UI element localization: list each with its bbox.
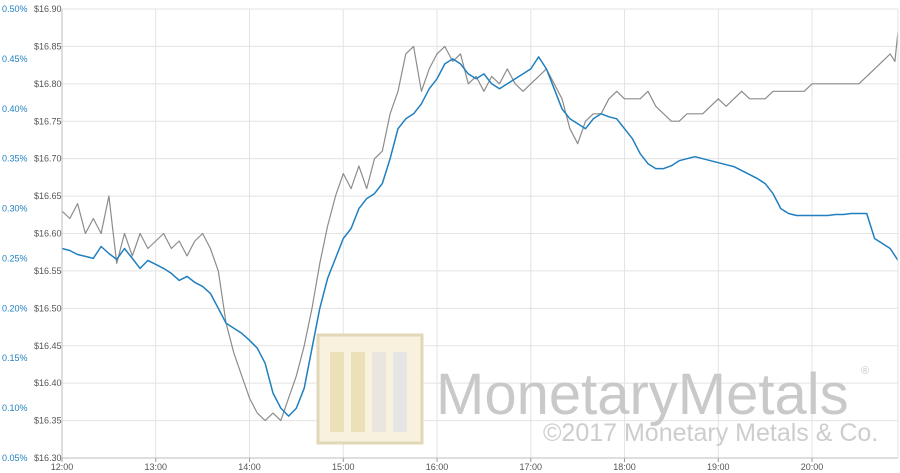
- x-tick-label: 16:00: [426, 462, 449, 472]
- y-tick-label-percent: 0.15%: [2, 353, 28, 363]
- y-tick-label-price: $16.90: [34, 4, 62, 14]
- y-tick-label-price: $16.50: [34, 303, 62, 313]
- watermark-copyright: ©2017 Monetary Metals & Co.: [543, 419, 878, 447]
- x-tick-label: 18:00: [613, 462, 636, 472]
- x-tick-label: 14:00: [238, 462, 261, 472]
- y-tick-label-price: $16.85: [34, 41, 62, 51]
- y-tick-label-price: $16.80: [34, 79, 62, 89]
- y-tick-label-percent: 0.05%: [2, 453, 28, 463]
- y-tick-label-price: $16.75: [34, 116, 62, 126]
- watermark-registered: ®: [861, 365, 869, 377]
- series-line-percent: [61, 56, 899, 417]
- x-tick-label: 17:00: [520, 462, 543, 472]
- x-tick-label: 15:00: [332, 462, 355, 472]
- y-tick-label-price: $16.55: [34, 266, 62, 276]
- y-tick-label-percent: 0.45%: [2, 54, 28, 64]
- x-tick-label: 12:00: [51, 462, 74, 472]
- watermark: MonetaryMetals ® ©2017 Monetary Metals &…: [316, 333, 878, 447]
- y-tick-label-price: $16.70: [34, 154, 62, 164]
- series-layer: [61, 31, 899, 422]
- x-tick-label: 20:00: [801, 462, 824, 472]
- y-tick-label-percent: 0.50%: [2, 4, 28, 14]
- y-tick-label-percent: 0.25%: [2, 253, 28, 263]
- series-line-price: [61, 31, 899, 422]
- y-tick-label-percent: 0.35%: [2, 154, 28, 164]
- y-tick-label-price: $16.35: [34, 416, 62, 426]
- y-tick-label-price: $16.65: [34, 191, 62, 201]
- y-tick-label-price: $16.45: [34, 341, 62, 351]
- y-tick-label-price: $16.60: [34, 229, 62, 239]
- y-tick-label-percent: 0.10%: [2, 403, 28, 413]
- y-tick-label-price: $16.30: [34, 453, 62, 463]
- x-tick-label: 13:00: [144, 462, 167, 472]
- y-tick-label-percent: 0.20%: [2, 303, 28, 313]
- monetary-metals-logo-icon: [316, 333, 424, 445]
- x-tick-label: 19:00: [707, 462, 730, 472]
- y-tick-label-price: $16.40: [34, 378, 62, 388]
- watermark-brand: MonetaryMetals: [436, 362, 849, 427]
- axes-layer: $16.30 $16.35 $16.40 $16.45 $16.50 $16.55 $16.…: [2, 4, 899, 472]
- y-tick-label-percent: 0.40%: [2, 104, 28, 114]
- y-tick-label-percent: 0.30%: [2, 204, 28, 214]
